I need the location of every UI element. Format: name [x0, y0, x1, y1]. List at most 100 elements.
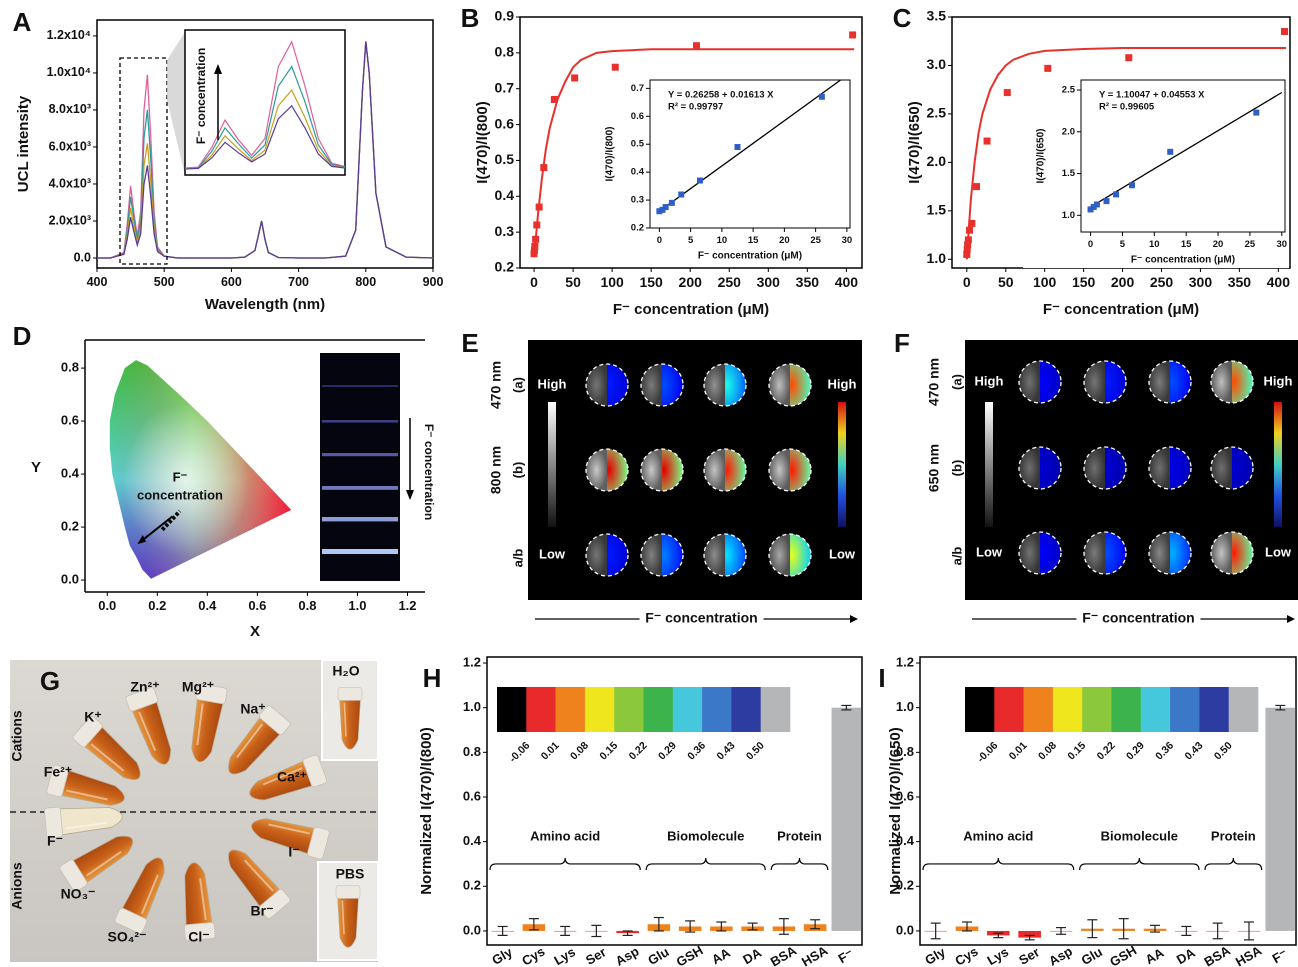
y-tick-label: 0.8	[896, 744, 914, 759]
y-tick-label: 0.4	[896, 833, 915, 848]
tube	[228, 705, 291, 775]
colorbar-swatch	[526, 687, 556, 732]
colorbar-label: -0.06	[975, 739, 1001, 765]
strip-arrow-head	[406, 490, 414, 500]
x-tick-label: 20	[779, 235, 790, 246]
well-outline	[1210, 446, 1254, 490]
group-brace	[922, 857, 1075, 870]
shift-arrow-head	[137, 535, 147, 545]
gray-half	[586, 449, 607, 491]
concentration-arrow-head	[1287, 615, 1295, 623]
anion-label: Cl⁻	[188, 929, 209, 945]
group-brace	[1204, 857, 1263, 870]
tube-highlight	[236, 723, 264, 759]
data-point	[849, 31, 857, 39]
x-tick-label: 250	[1150, 274, 1174, 290]
y-tick-label: 1.2	[896, 654, 914, 669]
gray-half	[641, 534, 662, 576]
x-tick-label: 400	[1267, 274, 1291, 290]
y-tick-label: 0.4	[495, 187, 515, 203]
tube	[59, 835, 134, 892]
group-brace	[645, 857, 766, 870]
plot-frame	[486, 656, 863, 946]
strip-label: F⁻ concentration	[422, 424, 436, 520]
fit-r2: R² = 0.99797	[668, 102, 723, 113]
plot-frame	[519, 16, 863, 269]
gray-half	[641, 364, 662, 406]
heat-half	[1232, 447, 1253, 489]
data-point	[530, 246, 538, 254]
y-tick-label: 0.2	[896, 878, 914, 893]
shift-arrow	[141, 515, 173, 542]
x-tick-label: 100	[1033, 274, 1057, 290]
colorbar-label: 0.22	[627, 739, 650, 762]
group-label: Biomolecule	[1101, 829, 1178, 844]
gray-half	[704, 449, 725, 491]
colorbar-swatch	[1228, 687, 1259, 732]
y-tick-label: 0.8	[495, 44, 515, 60]
bar	[831, 707, 862, 931]
x-tick-label: 100	[600, 274, 624, 290]
colorbar-swatch	[584, 687, 615, 732]
panel-letter: G	[40, 666, 60, 696]
emission-strip	[320, 353, 400, 581]
data-point	[1093, 201, 1100, 208]
tube-cap	[46, 764, 69, 798]
gray-half	[641, 449, 662, 491]
emission-line	[322, 517, 398, 522]
data-point	[571, 74, 579, 82]
y-tick-label: 6.0x10³	[49, 139, 91, 153]
panel-letter: I	[878, 663, 885, 693]
gray-half	[704, 534, 725, 576]
gray-half	[1211, 361, 1232, 403]
data-point	[1103, 198, 1110, 205]
tube-body	[249, 760, 314, 801]
tube-body	[337, 897, 359, 948]
colorbar-label: 0.50	[1212, 739, 1235, 762]
y-tick-label: 2.0	[927, 153, 947, 169]
tube-highlight	[138, 711, 157, 752]
tube-highlight	[341, 900, 345, 935]
anion-label: NO₃⁻	[61, 886, 96, 902]
colorbar-swatch	[643, 687, 674, 732]
gray-half	[769, 364, 790, 406]
gray-half	[1019, 532, 1040, 574]
heat-half	[1040, 361, 1061, 403]
colorbar-swatch	[1023, 687, 1054, 732]
inset-lines	[185, 40, 345, 170]
anion-label: I⁻	[288, 844, 299, 860]
x-tick-label: 1.0	[348, 598, 366, 613]
colorbar-swatch	[965, 687, 995, 732]
y-tick-label: 0.5	[495, 151, 515, 167]
gray-scale-label: Low	[976, 544, 1003, 559]
well-outline	[703, 533, 747, 577]
x-tick-label: 15	[748, 235, 759, 246]
x-tick-label: 0	[657, 235, 662, 246]
colorbar-swatch	[497, 687, 527, 732]
well-outline	[585, 363, 629, 407]
x-axis-label: F⁻ concentration (μM)	[613, 301, 769, 318]
x-tick-label: Gly	[922, 944, 948, 967]
well-outline	[1148, 360, 1192, 404]
tube-cap	[258, 888, 291, 919]
inset-annotation: F⁻ concentration	[194, 48, 208, 144]
x-tick-label: 0.0	[98, 598, 116, 613]
data-point	[983, 137, 991, 145]
x-tick-label: 25	[1245, 239, 1256, 250]
y-tick-label: 0.6	[495, 115, 515, 131]
tube	[337, 687, 363, 750]
x-tick-label: 400	[87, 275, 108, 289]
gray-half	[1211, 532, 1232, 574]
gray-half	[1149, 447, 1170, 489]
tube-cap	[258, 705, 291, 736]
gray-half	[1019, 447, 1040, 489]
plot-frame	[919, 656, 1297, 946]
y-axis-label: Normalized I(470)/I(800)	[418, 727, 435, 895]
gray-half	[586, 364, 607, 406]
data-point	[1129, 182, 1135, 189]
x-tick-label: 5	[1120, 239, 1126, 250]
panel-letter: B	[461, 3, 480, 33]
color-scale-label: High	[1264, 373, 1293, 388]
spectrum-line	[97, 41, 434, 259]
